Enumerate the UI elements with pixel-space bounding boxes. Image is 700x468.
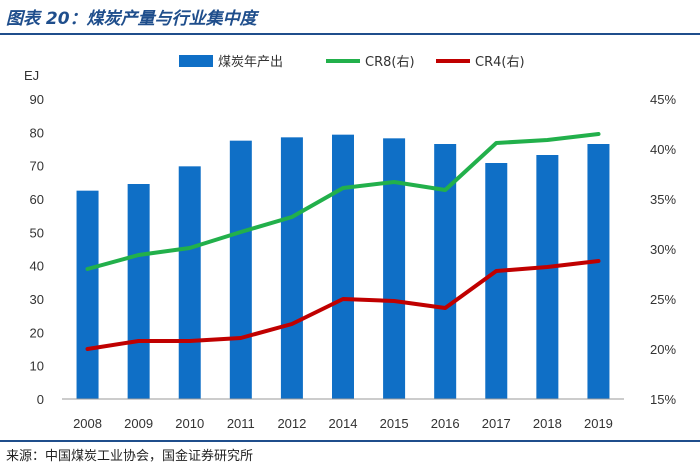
x-tick-label: 2019 [584, 416, 613, 431]
y-axis-label: EJ [24, 68, 39, 83]
chart-title: 图表 20：煤炭产量与行业集中度 [6, 9, 257, 29]
title-divider [0, 33, 700, 35]
bar-2008 [76, 190, 99, 399]
legend-label-cr8: CR8(右) [365, 55, 415, 70]
y-tick-label: 20 [30, 325, 44, 340]
y2-tick-label: 45% [650, 92, 676, 107]
y-tick-label: 30 [30, 292, 44, 307]
bar-2017 [485, 163, 508, 399]
x-tick-label: 2008 [73, 416, 102, 431]
bar-2019 [587, 144, 610, 399]
y-tick-label: 90 [30, 92, 44, 107]
y2-tick-label: 35% [650, 192, 676, 207]
y2-tick-label: 30% [650, 242, 676, 257]
y2-axis-ticks: 15% 20% 25% 30% 35% 40% 45% [650, 92, 676, 407]
bar-2011 [229, 140, 252, 399]
y-tick-label: 10 [30, 359, 44, 374]
chart: 煤炭年产出 CR8(右) CR4(右) EJ 0 10 20 30 40 50 60 70 80 90… [24, 55, 676, 431]
x-tick-label: 2011 [227, 416, 255, 431]
bar-2016 [434, 144, 457, 399]
bar-2009 [127, 184, 150, 399]
x-tick-label: 2012 [277, 416, 306, 431]
y-tick-label: 0 [37, 392, 44, 407]
x-tick-label: 2017 [482, 416, 511, 431]
line-series [85, 132, 601, 351]
x-tick-label: 2016 [431, 416, 460, 431]
y-tick-label: 50 [30, 225, 44, 240]
bar-series [76, 134, 610, 400]
footer-divider [0, 440, 700, 442]
source-note: 来源：中国煤炭工业协会，国金证券研究所 [6, 449, 254, 464]
bar-2015 [383, 138, 406, 400]
bar-2010 [178, 166, 201, 399]
legend-label-cr4: CR4(右) [475, 55, 525, 70]
legend: 煤炭年产出 CR8(右) CR4(右) [179, 55, 525, 70]
x-tick-label: 2009 [124, 416, 153, 431]
x-tick-label: 2010 [175, 416, 204, 431]
y2-tick-label: 40% [650, 142, 676, 157]
y2-tick-label: 15% [650, 392, 676, 407]
cr4-line [85, 259, 601, 351]
bar-2014 [332, 134, 354, 399]
x-tick-label: 2015 [380, 416, 409, 431]
y2-tick-label: 20% [650, 342, 676, 357]
y-tick-label: 60 [30, 192, 44, 207]
bar-2012 [280, 137, 303, 400]
x-axis-ticks: 2008 2009 2010 2011 2012 2014 2015 2016 2017 2018… [73, 416, 613, 431]
bar-2018 [536, 155, 559, 399]
y2-tick-label: 25% [650, 292, 676, 307]
y-tick-label: 70 [30, 159, 44, 174]
legend-bar-swatch [179, 55, 213, 67]
x-tick-label: 2014 [329, 416, 358, 431]
cr8-line [85, 132, 601, 271]
y-tick-label: 40 [30, 259, 44, 274]
x-tick-label: 2018 [533, 416, 562, 431]
y-tick-label: 80 [30, 125, 44, 140]
y-axis-ticks: 0 10 20 30 40 50 60 70 80 90 [30, 92, 44, 407]
legend-label-output: 煤炭年产出 [218, 55, 283, 70]
